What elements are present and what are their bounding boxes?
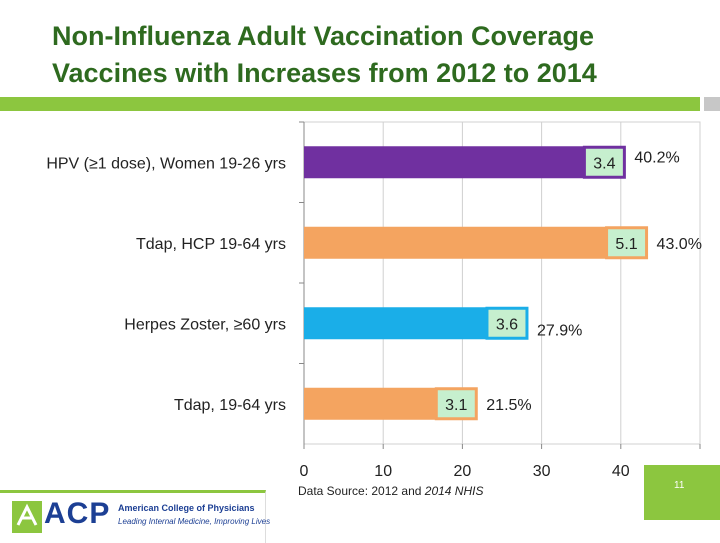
title-rule — [0, 97, 700, 111]
increase-label: 3.1 — [445, 397, 467, 414]
title-line-1: Non-Influenza Adult Vaccination Coverage — [52, 21, 595, 51]
logo-acp-text: ACP — [44, 497, 111, 530]
x-tick-label: 30 — [533, 463, 551, 480]
bar — [304, 226, 645, 259]
data-source-note: Data Source: 2012 and 2014 NHIS — [298, 484, 483, 498]
increase-label-box — [582, 145, 626, 179]
increase-label-box — [605, 226, 649, 260]
y-category-label: Herpes Zoster, ≥60 yrs — [124, 316, 286, 333]
page-number-box — [644, 465, 720, 520]
logo-organization-name: American College of Physicians — [118, 503, 255, 513]
title-line-2: Vaccines with Increases from 2012 to 201… — [52, 58, 597, 88]
bar — [304, 146, 623, 179]
y-category-label: HPV (≥1 dose), Women 19-26 yrs — [46, 155, 286, 172]
increase-label: 3.4 — [593, 155, 615, 172]
source-italic: 2014 NHIS — [424, 484, 484, 498]
value-label: 43.0% — [657, 236, 702, 253]
increase-label-box — [434, 387, 478, 421]
logo-tagline: Leading Internal Medicine, Improving Liv… — [118, 517, 271, 526]
y-category-label: Tdap, HCP 19-64 yrs — [136, 236, 286, 253]
acp-logo: ACP American College of Physicians Leadi… — [0, 490, 270, 543]
x-tick-label: 10 — [374, 463, 392, 480]
increase-label-box — [485, 306, 529, 340]
increase-label: 5.1 — [615, 236, 637, 253]
slide-title: Non-Influenza Adult Vaccination Coverage… — [52, 18, 692, 92]
source-prefix: Data Source: 2012 and — [298, 484, 425, 498]
y-category-label: Tdap, 19-64 yrs — [174, 397, 286, 414]
x-tick-label: 20 — [454, 463, 472, 480]
title-rule-end — [704, 97, 720, 111]
value-label: 21.5% — [486, 397, 531, 414]
acp-emblem-icon — [12, 501, 42, 533]
value-label: 40.2% — [634, 149, 679, 166]
x-tick-label: 0 — [300, 463, 309, 480]
value-label: 27.9% — [537, 322, 582, 339]
x-tick-label: 40 — [612, 463, 630, 480]
page-number: 11 — [674, 480, 685, 491]
increase-label: 3.6 — [496, 316, 518, 333]
